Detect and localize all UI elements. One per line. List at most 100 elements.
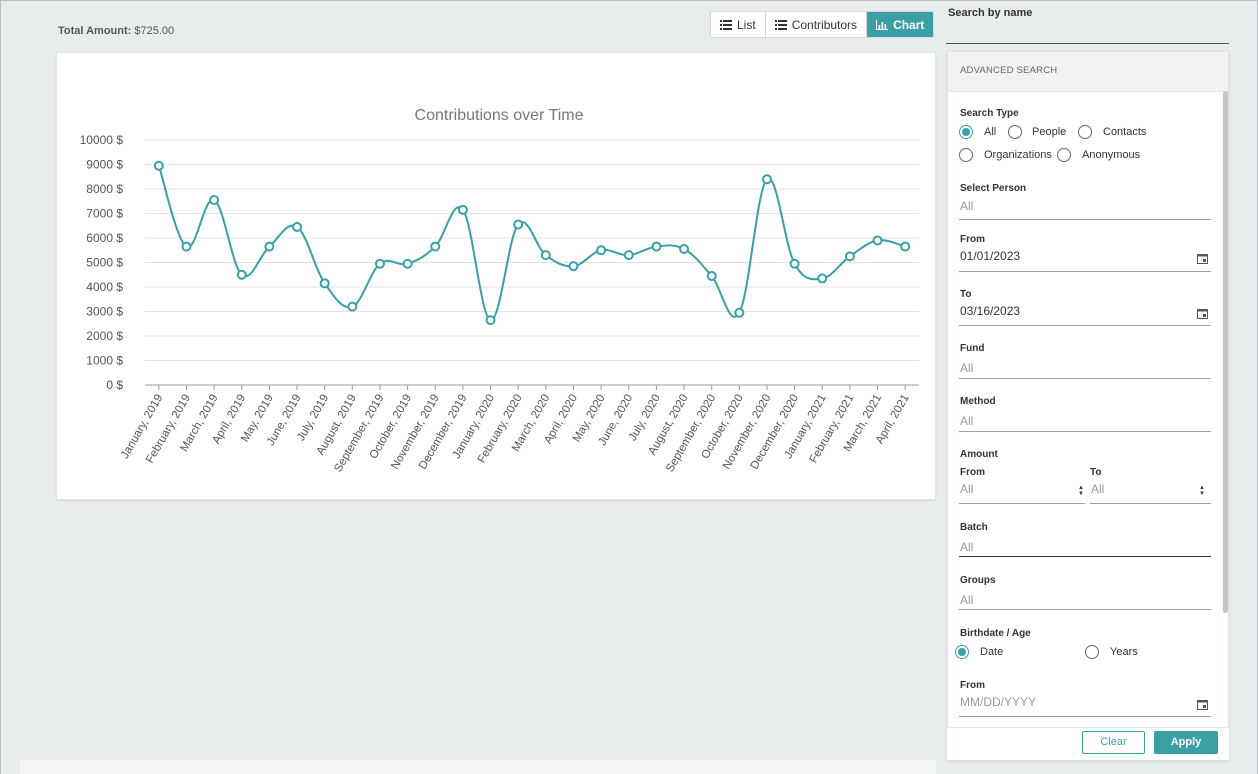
data-point[interactable] — [844, 251, 855, 262]
search-type-anonymous-label: Anonymous — [1082, 149, 1141, 161]
search-type-all-radio[interactable] — [959, 125, 973, 139]
y-tick-label: 0 $ — [106, 378, 123, 392]
search-type-contacts-label: Contacts — [1103, 126, 1147, 138]
y-tick-label: 8000 $ — [86, 182, 123, 196]
calendar-icon[interactable] — [1197, 699, 1208, 710]
amount-from-stepper[interactable]: ▲ ▼ — [1078, 485, 1084, 497]
calendar-icon[interactable] — [1197, 253, 1208, 264]
data-point[interactable] — [402, 258, 413, 269]
date-to-label: To — [960, 289, 972, 300]
data-point[interactable] — [264, 241, 275, 252]
y-tick-label: 5000 $ — [86, 256, 123, 270]
date-to-input[interactable]: 03/16/2023 — [960, 304, 1021, 318]
fund-select[interactable]: All — [960, 361, 974, 375]
amount-to-stepper[interactable]: ▲ ▼ — [1199, 485, 1205, 497]
search-by-name-input[interactable] — [946, 43, 1229, 44]
search-type-people-label: People — [1032, 126, 1067, 138]
method-select[interactable]: All — [960, 414, 974, 428]
date-from-input[interactable]: 01/01/2023 — [960, 249, 1021, 263]
apply-button[interactable]: Apply — [1154, 731, 1218, 754]
view-toggle: List Contributors Chart — [710, 11, 935, 38]
calendar-icon[interactable] — [1197, 308, 1208, 319]
contributions-chart: Contributions over Time 0 $ 1000 $ 2000 $ 3… — [80, 107, 919, 474]
chart-panel: Contributions over Time 0 $ 1000 $ 2000 $ 3… — [56, 52, 936, 500]
contributors-list-icon — [774, 19, 787, 30]
data-point[interactable] — [292, 221, 303, 232]
bar-chart-icon — [876, 19, 889, 30]
chart-view-button[interactable]: Chart — [867, 12, 934, 37]
search-type-people-radio[interactable] — [1008, 125, 1022, 139]
data-point[interactable] — [568, 261, 579, 272]
total-amount-label: Total Amount: — [58, 25, 132, 37]
y-tick-label: 7000 $ — [86, 207, 123, 221]
y-tick-label: 9000 $ — [86, 158, 123, 172]
data-point[interactable] — [319, 278, 330, 289]
y-tick-label: 2000 $ — [86, 329, 123, 343]
fund-label: Fund — [960, 343, 985, 354]
amount-label: Amount — [960, 449, 998, 460]
birthdate-from-input[interactable]: MM/DD/YYYY — [960, 695, 1037, 709]
total-amount: Total Amount: $725.00 — [58, 25, 174, 37]
data-point[interactable] — [374, 258, 385, 269]
method-label: Method — [960, 396, 996, 407]
data-point[interactable] — [540, 250, 551, 261]
data-point[interactable] — [817, 273, 828, 284]
data-point[interactable] — [734, 307, 745, 318]
amount-to-input[interactable]: All — [1091, 482, 1105, 496]
search-type-contacts-radio[interactable] — [1078, 125, 1092, 139]
y-tick-label: 1000 $ — [86, 354, 123, 368]
amount-from-input[interactable]: All — [960, 482, 974, 496]
y-tick-label: 10000 $ — [80, 133, 124, 147]
amount-from-label: From — [960, 467, 985, 478]
birthdate-years-radio[interactable] — [1085, 645, 1099, 659]
y-tick-label: 4000 $ — [86, 280, 123, 294]
contributors-view-label: Contributors — [791, 17, 858, 32]
data-point[interactable] — [457, 204, 468, 215]
birthdate-years-label: Years — [1110, 646, 1138, 658]
advanced-search-panel: ADVANCED SEARCH — [947, 51, 1229, 760]
birthdate-date-radio[interactable] — [955, 645, 969, 659]
list-icon — [720, 19, 732, 30]
select-person-label: Select Person — [960, 183, 1027, 194]
data-point[interactable] — [430, 241, 441, 252]
list-view-button[interactable]: List — [711, 12, 766, 37]
clear-button[interactable]: Clear — [1082, 731, 1145, 754]
data-point[interactable] — [623, 250, 634, 261]
y-tick-label: 6000 $ — [86, 231, 123, 245]
y-tick-label: 3000 $ — [86, 305, 123, 319]
data-point[interactable] — [236, 269, 247, 280]
search-type-organizations-radio[interactable] — [959, 148, 973, 162]
data-point[interactable] — [513, 219, 524, 230]
data-point[interactable] — [761, 174, 772, 185]
data-point[interactable] — [872, 235, 883, 246]
data-point[interactable] — [900, 241, 911, 252]
batch-select[interactable]: All — [960, 540, 974, 554]
birthdate-from-label: From — [960, 680, 985, 691]
list-view-label: List — [737, 17, 756, 32]
select-person-input[interactable]: All — [960, 199, 974, 213]
birthdate-age-label: Birthdate / Age — [960, 628, 1031, 639]
search-by-name-label: Search by name — [948, 7, 1033, 19]
chart-title: Contributions over Time — [415, 107, 584, 124]
chart-view-label: Chart — [893, 17, 925, 32]
data-point[interactable] — [679, 244, 690, 255]
data-point[interactable] — [596, 245, 607, 256]
birthdate-date-label: Date — [980, 646, 1004, 658]
data-point[interactable] — [485, 315, 496, 326]
data-point[interactable] — [347, 301, 358, 312]
contributors-view-button[interactable]: Contributors — [766, 12, 868, 37]
data-point[interactable] — [789, 258, 800, 269]
search-type-all-label: All — [984, 126, 997, 138]
search-type-anonymous-radio[interactable] — [1057, 148, 1071, 162]
panel-scrollbar[interactable] — [1223, 91, 1228, 613]
data-point[interactable] — [651, 241, 662, 252]
data-point[interactable] — [181, 241, 192, 252]
advanced-search-header[interactable]: ADVANCED SEARCH — [948, 52, 1228, 92]
groups-select[interactable]: All — [960, 593, 974, 607]
search-type-organizations-label: Organizations — [984, 149, 1052, 161]
data-point[interactable] — [706, 270, 717, 281]
amount-to-label: To — [1090, 467, 1102, 478]
data-point[interactable] — [153, 160, 164, 171]
search-type-label: Search Type — [960, 108, 1019, 119]
data-point[interactable] — [209, 195, 220, 206]
